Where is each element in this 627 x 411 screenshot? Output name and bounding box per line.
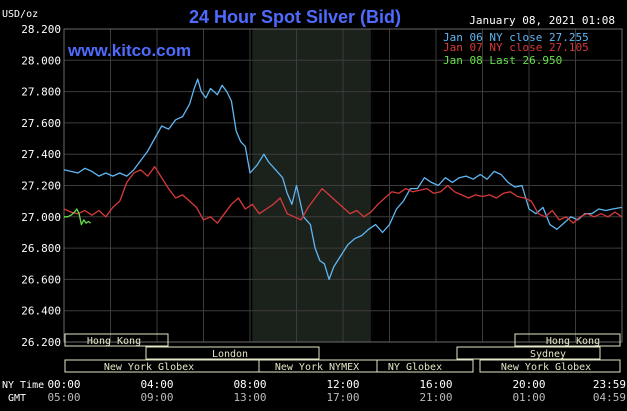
session-box-ny-globex-mid [376,359,474,373]
session-label-hong-kong-left: Hong Kong [87,336,141,347]
y-tick-label: 27.000 [21,211,61,224]
session-label-ny-nymex: New York NYMEX [275,362,359,373]
y-axis-labels: 28.200 28.000 27.800 27.600 27.400 27.200 27.0… [21,23,61,349]
watermark: www.kitco.com [67,41,191,60]
x-tick-label-ny: 12:00 [326,378,359,391]
series-line-jan-06 [63,78,622,281]
x-tick-label-ny: 16:00 [419,378,452,391]
market-sessions: Hong Kong Hong Kong London Sydney New Yo… [64,333,621,373]
x-tick-label-gmt: 09:00 [140,391,173,404]
session-box-london [145,346,320,360]
session-label-sydney: Sydney [530,349,566,360]
x-tick-label-ny: 20:00 [512,378,545,391]
y-tick-label: 28.200 [21,23,61,36]
x-tick-label-gmt: 21:00 [419,391,452,404]
y-tick-label: 27.600 [21,117,61,130]
legend-entry-jan08: Jan 08 Last 26.950 [443,54,562,67]
x-tick-label-gmt: 05:00 [47,391,80,404]
legend-entry-jan07: Jan 07 NY close 27.105 [443,41,589,54]
unit-label: USD/oz [2,9,38,20]
session-box-ny-globex-right [479,359,621,373]
session-box-sydney [456,346,601,360]
series-line-jan-08 [64,208,92,226]
series-lines [63,78,623,281]
x-tick-label-gmt: 04:59 [593,391,626,404]
legend: Jan 06 NY close 27.255 Jan 07 NY close 2… [443,31,589,67]
x-tick-label-ny: 08:00 [233,378,266,391]
x-tick-label-ny: 00:00 [47,378,80,391]
gmt-label: GMT [8,393,26,404]
session-box-hong-kong-left [64,333,169,347]
ny-time-label: NY Time [2,380,44,391]
x-tick-label-ny: 23:59 [593,378,626,391]
x-tick-label-ny: 04:00 [140,378,173,391]
session-label-london: London [212,349,248,360]
y-tick-label: 26.800 [21,242,61,255]
y-tick-label: 26.400 [21,305,61,318]
y-tick-label: 27.400 [21,148,61,161]
x-tick-label-gmt: 13:00 [233,391,266,404]
session-label-hong-kong-right: Hong Kong [546,336,600,347]
session-label-ny-globex-right: New York Globex [501,362,591,373]
session-label-ny-globex-mid: NY Globex [388,362,442,373]
session-label-ny-globex-left: New York Globex [104,362,194,373]
y-tick-label: 26.200 [21,336,61,349]
x-tick-label-gmt: 01:00 [512,391,545,404]
plot-frame [63,28,623,343]
timestamp: January 08, 2021 01:08 [469,14,615,27]
y-tick-label: 28.000 [21,54,61,67]
plot-area [63,28,623,343]
x-tick-label-gmt: 17:00 [326,391,359,404]
session-box-hong-kong-right [514,333,621,347]
chart-title: 24 Hour Spot Silver (Bid) [189,7,401,27]
series-line-jan-07 [63,166,623,224]
y-tick-label: 26.600 [21,273,61,286]
y-tick-label: 27.200 [21,180,61,193]
legend-entry-jan06: Jan 06 NY close 27.255 [443,31,589,44]
y-tick-label: 27.800 [21,86,61,99]
